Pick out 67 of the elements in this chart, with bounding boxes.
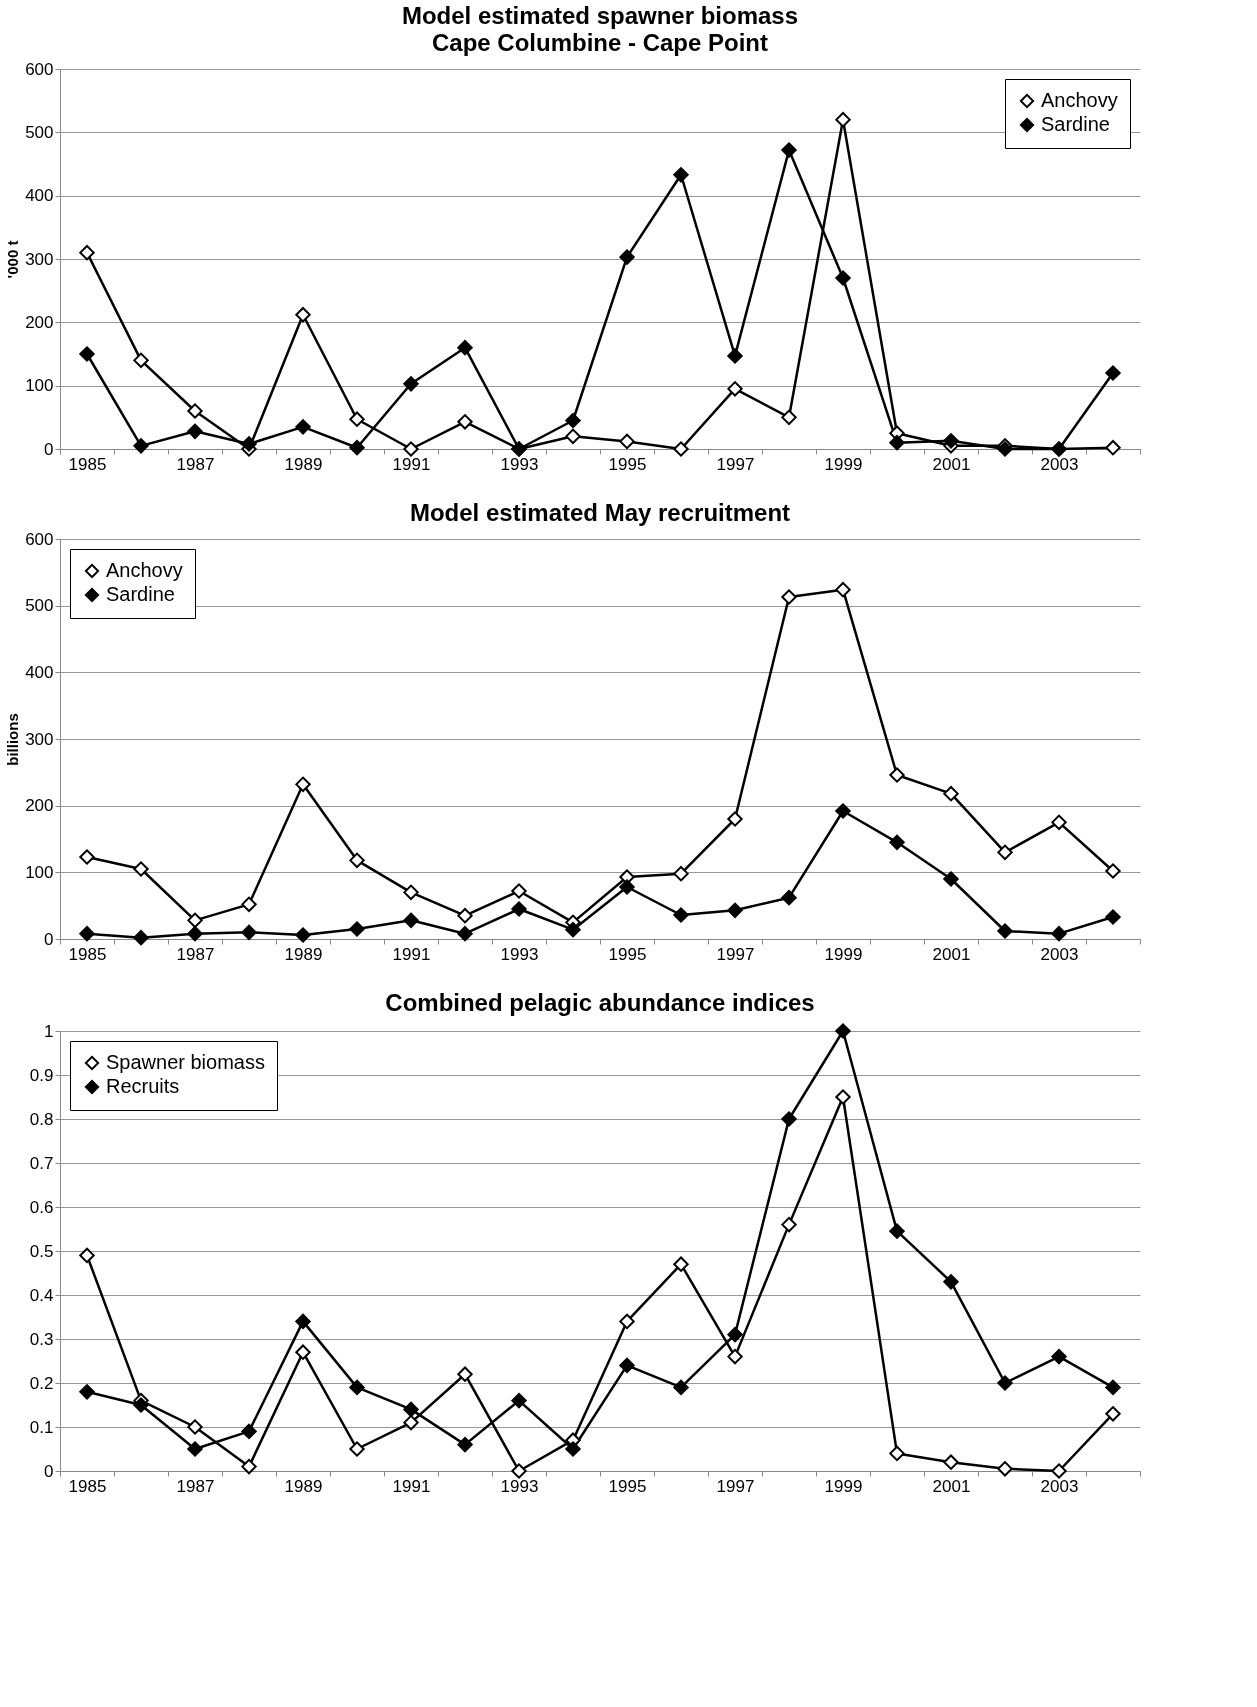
x-tick-label: 2003	[1040, 944, 1079, 964]
y-tick-label: 0.9	[29, 1065, 54, 1085]
chart-title: Model estimated spawner biomass	[401, 2, 799, 29]
x-tick-label: 1987	[176, 1476, 215, 1496]
y-tick-label: 200	[25, 796, 54, 816]
legend-label: Spawner biomass	[106, 1051, 265, 1073]
y-tick-label: 0.1	[29, 1417, 54, 1437]
y-tick-label: 0.3	[29, 1329, 54, 1349]
x-tick-label: 1989	[284, 944, 323, 964]
x-tick-label: 1987	[176, 454, 215, 474]
chart-title: Model estimated May recruitment	[409, 499, 791, 526]
x-tick-label: 1997	[716, 944, 755, 964]
y-tick-label: 0.7	[29, 1153, 54, 1173]
y-tick-label: 300	[25, 729, 54, 749]
x-tick-label: 1999	[824, 454, 863, 474]
x-tick-label: 2001	[932, 944, 971, 964]
y-tick-label: 100	[25, 376, 54, 396]
x-tick-label: 1985	[68, 944, 107, 964]
x-tick-label: 1989	[284, 1476, 323, 1496]
x-tick-label: 1991	[392, 944, 431, 964]
y-axis-title: '000 t	[4, 240, 22, 279]
x-tick-label: 1985	[68, 1476, 107, 1496]
y-tick-label: 0	[44, 439, 54, 459]
x-tick-label: 2003	[1040, 1476, 1079, 1496]
x-tick-label: 1991	[392, 1476, 431, 1496]
x-tick-label: 1987	[176, 944, 215, 964]
y-tick-label: 0.2	[29, 1373, 54, 1393]
x-tick-label: 1995	[608, 1476, 647, 1496]
y-tick-label: 1	[44, 1021, 54, 1041]
y-tick-label: 300	[25, 249, 54, 269]
legend-label: Sardine	[106, 583, 175, 605]
y-tick-label: 600	[25, 59, 54, 79]
x-tick-label: 1991	[392, 454, 431, 474]
x-tick-label: 1993	[500, 944, 539, 964]
legend-label: Recruits	[106, 1075, 180, 1097]
x-tick-label: 1999	[824, 1476, 863, 1496]
y-tick-label: 200	[25, 312, 54, 332]
legend-label: Anchovy	[1041, 89, 1118, 111]
chart-title: Combined pelagic abundance indices	[385, 989, 815, 1017]
y-tick-label: 500	[25, 596, 54, 616]
y-tick-label: 0.6	[29, 1197, 54, 1217]
y-tick-label: 400	[25, 186, 54, 206]
x-tick-label: 1995	[608, 944, 647, 964]
x-tick-label: 2001	[932, 1476, 971, 1496]
x-tick-label: 1989	[284, 454, 323, 474]
legend-label: Anchovy	[106, 559, 183, 581]
x-tick-label: 2003	[1040, 454, 1079, 474]
y-tick-label: 0	[44, 1461, 54, 1481]
y-axis-title: billions	[4, 713, 22, 766]
x-tick-label: 1993	[500, 454, 539, 474]
legend-label: Sardine	[1041, 113, 1110, 135]
y-tick-label: 600	[25, 529, 54, 549]
x-tick-label: 1997	[716, 1476, 755, 1496]
x-tick-label: 2001	[932, 454, 971, 474]
x-tick-label: 1993	[500, 1476, 539, 1496]
x-tick-label: 1999	[824, 944, 863, 964]
y-tick-label: 0	[44, 929, 54, 949]
x-tick-label: 1997	[716, 454, 755, 474]
y-tick-label: 0.4	[29, 1285, 54, 1305]
x-tick-label: 1985	[68, 454, 107, 474]
chart-subtitle: Cape Columbine - Cape Point	[431, 29, 769, 56]
y-tick-label: 0.5	[29, 1241, 54, 1261]
x-tick-label: 1995	[608, 454, 647, 474]
y-tick-label: 400	[25, 662, 54, 682]
y-tick-label: 0.8	[29, 1109, 54, 1129]
y-tick-label: 500	[25, 122, 54, 142]
y-tick-label: 100	[25, 862, 54, 882]
